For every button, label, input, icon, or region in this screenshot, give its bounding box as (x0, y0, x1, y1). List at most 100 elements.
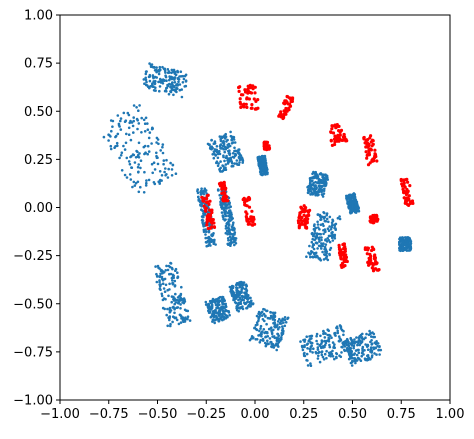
scatter-point-s0-c4 (171, 320, 174, 324)
scatter-point-s0-c0 (153, 89, 157, 92)
scatter-point-s1-c10 (205, 214, 209, 219)
scatter-point-s0-c9 (361, 350, 365, 354)
scatter-point-s0-c7 (273, 325, 276, 328)
scatter-point-s0-c1 (133, 184, 137, 187)
y-tick-label: 0.25 (24, 153, 53, 168)
scatter-point-s0-c13 (320, 238, 323, 242)
scatter-point-s0-c1 (128, 162, 132, 166)
scatter-point-s0-c1 (150, 142, 153, 145)
scatter-point-s1-c10 (209, 220, 213, 224)
scatter-point-s0-c7 (278, 317, 281, 321)
scatter-point-s1-c11 (222, 184, 226, 188)
scatter-point-s0-c4 (166, 307, 169, 311)
scatter-point-s0-c7 (270, 345, 273, 348)
scatter-point-s1-c10 (209, 217, 213, 221)
scatter-point-s0-c7 (270, 326, 273, 330)
scatter-point-s0-c15 (225, 204, 228, 207)
scatter-point-s0-c0 (142, 78, 146, 81)
scatter-point-s0-c2 (213, 140, 217, 143)
scatter-point-s0-c9 (378, 353, 381, 356)
scatter-point-s0-c13 (336, 216, 340, 220)
scatter-point-s1-c10 (210, 210, 214, 215)
scatter-point-s0-c8 (337, 335, 341, 338)
scatter-point-s0-c5 (228, 313, 231, 317)
scatter-point-s0-c13 (315, 232, 319, 235)
scatter-point-s0-c2 (208, 143, 211, 146)
scatter-point-s1-c3 (365, 156, 369, 160)
scatter-point-s0-c15 (232, 232, 235, 236)
scatter-point-s0-c0 (184, 80, 188, 83)
scatter-point-s0-c13 (327, 220, 330, 224)
scatter-point-s0-c8 (322, 329, 325, 333)
scatter-point-s0-c6 (240, 286, 244, 290)
scatter-point-s0-c5 (207, 303, 211, 307)
scatter-point-s0-c7 (265, 322, 268, 326)
scatter-point-s0-c8 (301, 348, 305, 352)
scatter-point-s0-c5 (204, 303, 208, 306)
scatter-point-s0-c15 (223, 219, 227, 222)
scatter-point-s0-c4 (182, 301, 186, 305)
scatter-point-s0-c13 (316, 213, 320, 216)
scatter-point-s1-c4 (411, 201, 415, 205)
scatter-point-s0-c5 (212, 319, 215, 322)
scatter-point-s0-c3 (262, 163, 266, 166)
scatter-point-s0-c8 (315, 334, 318, 338)
scatter-point-s0-c7 (257, 319, 260, 323)
scatter-point-s1-c6 (371, 267, 376, 271)
scatter-point-s0-c2 (215, 145, 219, 148)
scatter-point-s0-c1 (129, 138, 133, 142)
scatter-point-s0-c2 (209, 147, 212, 150)
scatter-point-s0-c0 (182, 77, 186, 81)
scatter-point-s0-c8 (341, 346, 344, 349)
scatter-point-s0-c1 (135, 149, 138, 153)
scatter-point-s0-c7 (286, 316, 290, 320)
scatter-point-s0-c7 (253, 326, 256, 330)
scatter-point-s0-c8 (339, 355, 343, 359)
scatter-point-s0-c10 (309, 184, 313, 188)
scatter-point-s0-c9 (350, 364, 354, 367)
scatter-point-s1-c2 (333, 123, 337, 127)
scatter-point-s0-c14 (200, 187, 203, 190)
scatter-point-s1-c7 (343, 254, 347, 258)
scatter-point-s0-c4 (177, 322, 181, 326)
scatter-point-s0-c0 (150, 63, 154, 66)
scatter-point-s0-c5 (213, 321, 216, 325)
scatter-point-s0-c13 (314, 241, 318, 245)
scatter-point-s0-c10 (326, 178, 330, 181)
scatter-point-s0-c0 (179, 70, 183, 73)
scatter-point-s0-c2 (226, 159, 229, 162)
scatter-point-s0-c7 (263, 308, 266, 311)
scatter-point-s0-c5 (223, 313, 227, 316)
scatter-point-s0-c7 (266, 331, 269, 335)
scatter-point-s0-c9 (370, 351, 374, 354)
scatter-point-s0-c15 (229, 232, 233, 236)
scatter-point-s0-c6 (246, 298, 250, 301)
scatter-point-s1-c1 (285, 109, 289, 113)
scatter-point-s0-c13 (328, 252, 331, 256)
scatter-point-s0-c7 (265, 309, 269, 313)
scatter-point-s0-c13 (328, 225, 331, 228)
scatter-point-s0-c5 (227, 311, 231, 314)
scatter-point-s0-c4 (176, 276, 179, 280)
scatter-point-s0-c4 (154, 265, 157, 268)
scatter-point-s0-c2 (212, 156, 216, 160)
y-axis: 1.00 0.75 0.50 0.25 0.00 −0.25 −0.50 −0.75 −1.00 (13, 9, 60, 409)
scatter-point-s0-c11 (350, 199, 353, 202)
scatter-point-s0-c1 (137, 163, 140, 166)
scatter-point-s0-c13 (319, 218, 323, 221)
scatter-point-s1-c9 (247, 205, 252, 209)
scatter-point-s0-c0 (158, 65, 162, 69)
scatter-point-s0-c10 (322, 189, 326, 192)
scatter-point-s1-c9 (242, 196, 246, 200)
scatter-point-s1-c6 (368, 259, 372, 263)
scatter-point-s0-c9 (372, 332, 376, 336)
scatter-point-s0-c0 (153, 82, 157, 86)
scatter-point-s0-c1 (147, 136, 151, 140)
scatter-point-s0-c6 (235, 283, 238, 287)
scatter-point-s0-c0 (159, 68, 162, 72)
scatter-point-s0-c10 (317, 177, 321, 181)
scatter-point-s0-c8 (322, 358, 326, 361)
scatter-point-s1-c2 (341, 138, 345, 142)
scatter-point-s0-c10 (309, 193, 312, 196)
scatter-point-s0-c5 (214, 308, 217, 312)
